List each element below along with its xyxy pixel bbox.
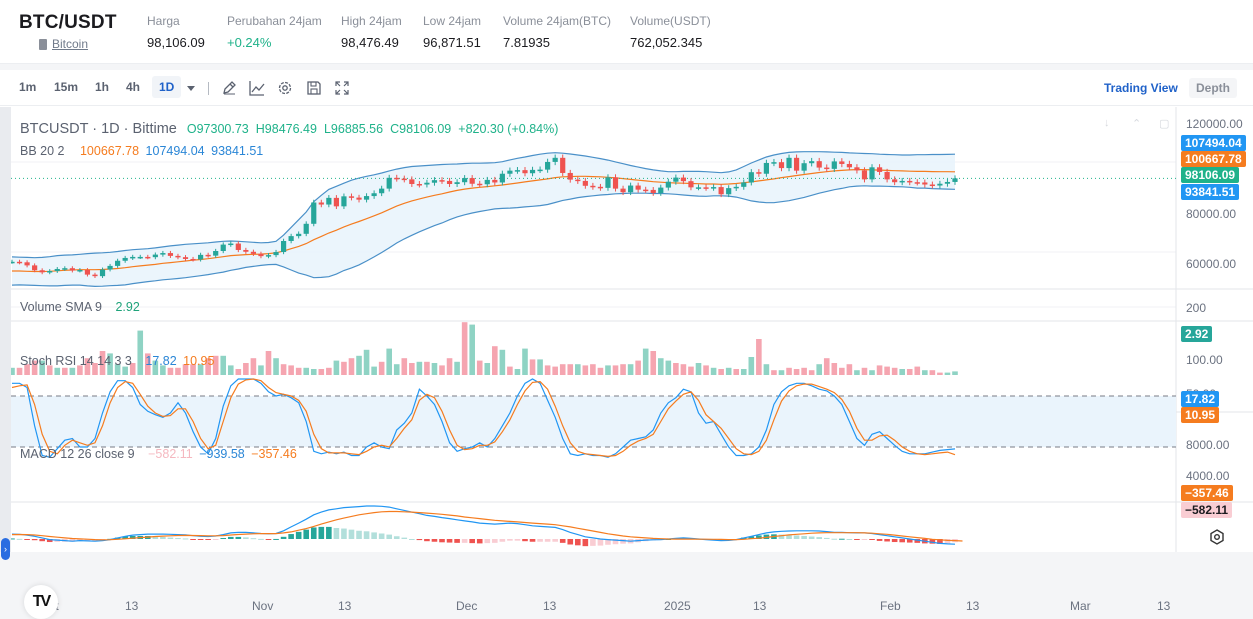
open-value: O97300.73 <box>186 122 249 136</box>
chart-toolbar: 1m 15m 1h 4h 1D Trading View Depth <box>0 70 1253 106</box>
time-tick: Mar <box>1070 599 1091 613</box>
stat-3: Low 24jam 96,871.51 <box>423 14 481 50</box>
coin-info-link[interactable]: Bitcoin <box>39 37 89 51</box>
ticker-header: BTC/USDT Bitcoin Harga 98,106.09 Perubaha… <box>0 0 1253 64</box>
price-tick: 120000.00 <box>1186 117 1243 131</box>
time-tick: 13 <box>753 599 767 613</box>
stat-label: Harga <box>147 14 180 28</box>
axis-settings-icon[interactable] <box>1209 529 1225 545</box>
indicator-line-icon[interactable] <box>249 80 265 96</box>
book-icon <box>39 38 47 50</box>
change-value: +820.30 (+0.84%) <box>458 122 559 136</box>
stoch-d-tag: 10.95 <box>1181 407 1220 423</box>
price-tag: 98106.09 <box>1181 167 1240 183</box>
stat-0: Harga 98,106.09 <box>147 14 205 50</box>
bb-legend: BB 20 2 100667.78 107494.04 93841.51 <box>20 144 263 158</box>
macd-tick: 8000.00 <box>1186 438 1230 452</box>
price-tag: 100667.78 <box>1181 151 1246 167</box>
chart-canvas[interactable]: › BTCUSDT · 1D · Bittime O97300.73 H9847… <box>0 107 1253 619</box>
stoch-label: Stoch RSI 14 14 3 3 <box>20 354 132 368</box>
gear-icon[interactable] <box>277 80 293 96</box>
stat-label: Low 24jam <box>423 14 482 28</box>
macd-tag: −582.11 <box>1181 502 1233 518</box>
macd-line-value: −939.58 <box>199 447 245 461</box>
stoch-k-value: 17.82 <box>145 354 177 368</box>
time-tick: Feb <box>880 599 901 613</box>
volume-sma-value: 2.92 <box>115 300 140 314</box>
volume-tick: 200 <box>1186 301 1207 315</box>
fullscreen-icon[interactable] <box>334 80 350 96</box>
volume-label: Volume SMA 9 <box>20 300 102 314</box>
ohlc-legend: BTCUSDT · 1D · Bittime O97300.73 H98476.… <box>20 121 558 137</box>
collapse-icon[interactable]: ⌃ <box>1132 118 1142 130</box>
stat-value: +0.24% <box>227 35 272 50</box>
chart-panel: 1m 15m 1h 4h 1D Trading View Depth › BTCUSDT… <box>0 70 1253 619</box>
timeframe-15m[interactable]: 15m <box>54 80 79 94</box>
timeframe-1m[interactable]: 1m <box>19 80 37 94</box>
stat-value: 98,476.49 <box>341 35 399 50</box>
left-sidebar-strip <box>0 107 11 552</box>
expand-sidebar-button[interactable]: › <box>1 538 10 560</box>
bb-upper-value: 107494.04 <box>145 144 205 158</box>
volume-legend: Volume SMA 9 2.92 <box>20 300 140 314</box>
time-tick: 13 <box>125 599 139 613</box>
bb-lower-value: 93841.51 <box>211 144 264 158</box>
tradingview-logo[interactable]: TV <box>24 585 58 619</box>
time-tick: 13 <box>338 599 352 613</box>
stat-label: High 24jam <box>341 14 402 28</box>
close-value: C98106.09 <box>390 122 452 136</box>
time-tick: Nov <box>252 599 274 613</box>
stoch-tick: 100.00 <box>1186 353 1223 367</box>
stat-4: Volume 24jam(BTC) 7.81935 <box>503 14 611 50</box>
price-tick: 60000.00 <box>1186 257 1237 271</box>
stat-value: 96,871.51 <box>423 35 481 50</box>
arrow-down-icon[interactable]: ↓ <box>1104 117 1110 129</box>
price-tick: 80000.00 <box>1186 207 1237 221</box>
time-tick: 2025 <box>664 599 691 613</box>
stat-label: Perubahan 24jam <box>227 14 322 28</box>
stoch-legend: Stoch RSI 14 14 3 3 17.82 10.95 <box>20 354 214 368</box>
macd-legend: MACD 12 26 close 9 −582.11 −939.58 −357.… <box>20 447 297 461</box>
time-tick: 13 <box>1157 599 1171 613</box>
depth-tab[interactable]: Depth <box>1189 78 1237 98</box>
stoch-k-tag: 17.82 <box>1181 391 1220 407</box>
low-value: L96885.56 <box>323 122 384 136</box>
trading-view-tab[interactable]: Trading View <box>1104 81 1178 95</box>
stat-label: Volume 24jam(BTC) <box>503 14 612 28</box>
stat-1: Perubahan 24jam +0.24% <box>227 14 322 50</box>
volume-tag: 2.92 <box>1181 326 1213 342</box>
bb-label: BB 20 2 <box>20 144 65 158</box>
stat-label: Volume(USDT) <box>630 14 711 28</box>
macd-tick: 4000.00 <box>1186 469 1230 483</box>
macd-signal-value: −357.46 <box>251 447 297 461</box>
time-tick: Dec <box>456 599 478 613</box>
save-icon[interactable] <box>306 80 322 96</box>
time-tick: 13 <box>543 599 557 613</box>
coin-name[interactable]: Bitcoin <box>52 37 89 51</box>
time-tick: 13 <box>966 599 980 613</box>
macd-hist-value: −582.11 <box>148 447 193 461</box>
timeframe-1D[interactable]: 1D <box>152 76 182 98</box>
stat-2: High 24jam 98,476.49 <box>341 14 402 50</box>
stat-value: 7.81935 <box>503 35 550 50</box>
symbol-label: BTCUSDT · 1D · Bittime <box>20 121 177 137</box>
macd-tag: −357.46 <box>1181 485 1233 501</box>
macd-label: MACD 12 26 close 9 <box>20 447 135 461</box>
price-tag: 107494.04 <box>1181 135 1246 151</box>
stat-value: 762,052.345 <box>630 35 703 50</box>
stat-value: 98,106.09 <box>147 35 205 50</box>
chart-plot[interactable] <box>0 107 1253 552</box>
bb-mid-value: 100667.78 <box>79 144 140 158</box>
stoch-d-value: 10.95 <box>183 354 215 368</box>
pencil-draw-icon[interactable] <box>221 80 237 96</box>
timeframe-4h[interactable]: 4h <box>126 80 141 94</box>
pair-title: BTC/USDT <box>19 12 117 33</box>
maximize-pane-icon[interactable]: ▢ <box>1159 118 1170 130</box>
timeframe-1h[interactable]: 1h <box>95 80 110 94</box>
stat-5: Volume(USDT) 762,052.345 <box>630 14 711 50</box>
toolbar-divider <box>208 82 209 95</box>
high-value: H98476.49 <box>255 122 317 136</box>
chevron-down-icon[interactable] <box>185 82 197 94</box>
price-tag: 93841.51 <box>1181 184 1240 200</box>
